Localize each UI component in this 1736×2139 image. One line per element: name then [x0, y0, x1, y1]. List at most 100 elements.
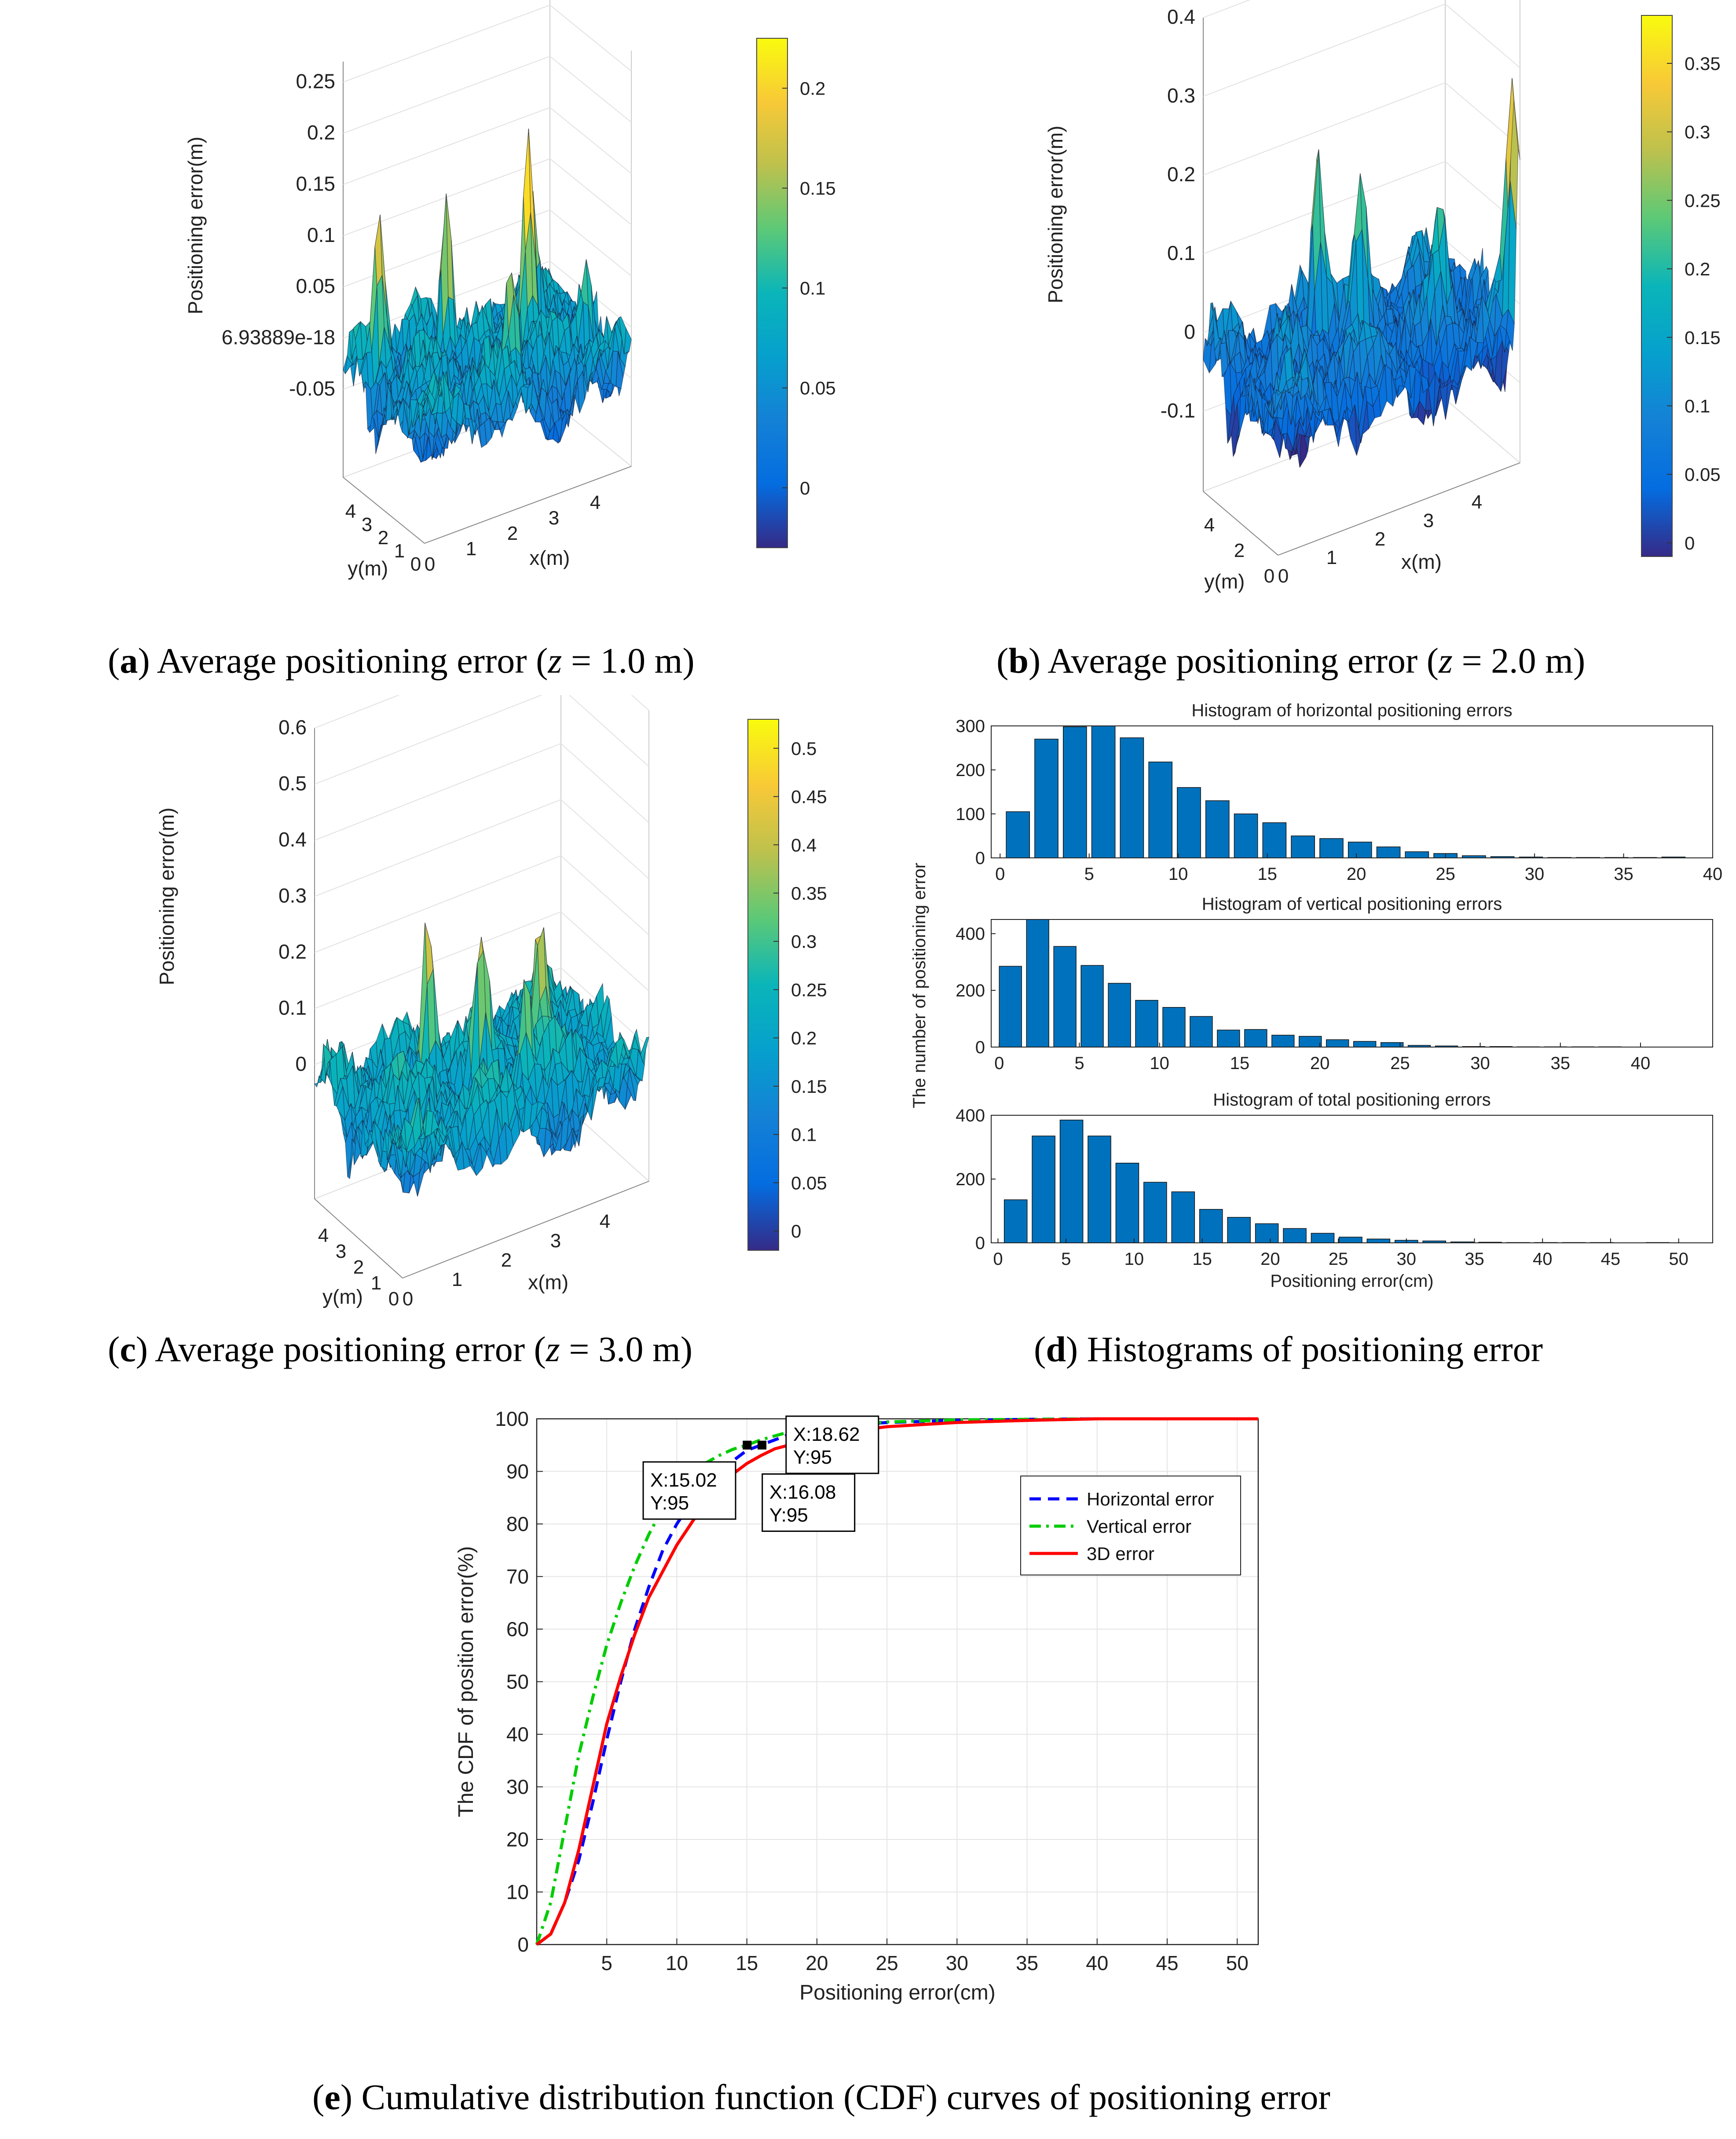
y-tick-label: 2 [353, 1256, 364, 1278]
colorbar [756, 38, 788, 548]
colorbar-tick-label: 0.35 [791, 883, 827, 904]
histogram-bar [1291, 835, 1315, 858]
histogram-bar [1006, 811, 1030, 858]
histogram-bar [1177, 787, 1201, 858]
x-tick-label: 0 [995, 864, 1005, 884]
z-grid-line [314, 855, 649, 953]
histogram-chart-d: Histogram of horizontal positioning erro… [910, 701, 1722, 1291]
subplot-box [991, 725, 1713, 858]
x-tick-label: 2 [501, 1249, 512, 1271]
z-grid-line [343, 158, 632, 236]
x-tick-label: 20 [1347, 864, 1366, 884]
subplot-title: Histogram of horizontal positioning erro… [1191, 701, 1512, 720]
z-tick-label: 0.05 [296, 275, 335, 297]
colorbar-tick-label: 0.05 [800, 378, 836, 399]
x-tick-label: 0 [1278, 565, 1289, 587]
z-tick-label: 0.25 [296, 70, 335, 93]
colorbar-tick-label: 0.1 [791, 1124, 817, 1145]
histogram-bar [1120, 737, 1144, 858]
y-axis-line [314, 1198, 403, 1278]
y-tick-label: 4 [1204, 514, 1215, 536]
y-tick-label: 3 [336, 1241, 346, 1262]
histogram-bar [1319, 838, 1344, 858]
z-grid-line [314, 743, 649, 841]
colorbar-tick-label: 0.05 [1685, 464, 1721, 485]
z-tick-label: 0.1 [307, 223, 335, 246]
y-axis-label: y(m) [348, 557, 388, 580]
x-tick-label: 1 [466, 538, 476, 560]
z-grid-line [314, 695, 649, 729]
x-axis-line [402, 1181, 649, 1278]
colorbar-tick-label: 0 [800, 478, 810, 498]
x-tick-label: 2 [1375, 528, 1385, 550]
surface-patch [623, 327, 632, 355]
axes-box: -0.056.93889e-180.050.10.150.20.25012340… [184, 0, 632, 580]
histogram-subplot: Histogram of horizontal positioning erro… [956, 701, 1722, 884]
z-tick-label: 0.2 [1167, 163, 1195, 186]
x-axis-line [424, 466, 632, 544]
z-tick-label: 6.93889e-18 [222, 326, 335, 349]
colorbar-tick-label: 0.15 [1685, 327, 1721, 348]
x-tick-label: 15 [1257, 864, 1277, 884]
colorbar-tick-label: 0.25 [791, 979, 827, 1000]
histogram-bar [1148, 762, 1173, 858]
colorbar [747, 719, 779, 1251]
z-grid-line [314, 911, 649, 1009]
z-grid-line [314, 695, 649, 785]
y-tick-label: 0 [410, 553, 421, 575]
y-tick-label: 0 [1264, 565, 1275, 587]
z-grid-line [343, 4, 632, 83]
z-grid-line [314, 799, 649, 897]
histogram-bar [1034, 739, 1058, 858]
z-axis-label: Positioning error(m) [155, 808, 178, 985]
z-tick-label: -0.1 [1161, 399, 1195, 422]
z-grid-line [1203, 82, 1520, 176]
colorbar-tick-label: 0.1 [800, 278, 825, 299]
z-grid-line [343, 107, 632, 185]
x-axis-label: x(m) [1401, 550, 1442, 573]
x-tick-label: 3 [1423, 510, 1434, 531]
y-axis-line [343, 477, 425, 544]
z-tick-label: 0.15 [296, 172, 335, 195]
surface-chart-a: -0.056.93889e-180.050.10.150.20.25012340… [184, 0, 836, 580]
y-tick-label: 2 [378, 527, 388, 549]
z-axis-label: Positioning error(m) [1044, 126, 1067, 304]
y-tick-label: 1 [371, 1272, 381, 1294]
z-grid-line [1203, 161, 1520, 254]
colorbar-tick-label: 0.1 [1685, 396, 1710, 416]
colorbar-tick-label: 0.2 [800, 78, 825, 99]
y-tick-label: 0 [388, 1288, 399, 1310]
x-tick-label: 3 [550, 1230, 561, 1252]
surface-patch [640, 1037, 649, 1063]
x-tick-label: 4 [590, 492, 601, 513]
x-tick-label: 0 [403, 1288, 413, 1310]
y-axis-label: y(m) [1204, 570, 1245, 593]
x-axis-label: x(m) [529, 546, 570, 569]
colorbar-tick-label: 0.25 [1685, 190, 1721, 211]
surface-chart-b: -0.100.10.20.30.401234024x(m)y(m)Positio… [1044, 0, 1721, 593]
y-tick-label: 4 [318, 1225, 329, 1246]
histogram-bar [1063, 726, 1087, 858]
x-tick-label: 10 [1168, 864, 1188, 884]
y-tick-label: 4 [345, 501, 356, 522]
surface-mesh [1203, 78, 1520, 468]
x-tick-label: 25 [1436, 864, 1455, 884]
histogram-bar [1091, 725, 1116, 858]
x-tick-label: 0 [425, 553, 435, 575]
colorbar-tick-label: 0.2 [791, 1028, 817, 1048]
x-tick-label: 30 [1525, 864, 1545, 884]
histogram-bar [1205, 800, 1230, 858]
z-tick-label: 0.1 [278, 996, 307, 1019]
surface-chart-c: 00.10.20.30.40.50.60123401234x(m)y(m)Pos… [155, 695, 827, 1310]
x-tick-label: 4 [600, 1211, 610, 1232]
colorbar-tick-label: 0.2 [1685, 259, 1710, 279]
colorbar-tick-label: 0 [791, 1221, 801, 1242]
y-axis-label: y(m) [322, 1286, 363, 1308]
z-tick-label: 0.4 [278, 828, 307, 851]
y-tick-label: 3 [362, 514, 372, 535]
z-tick-label: 0.4 [1167, 5, 1195, 28]
z-tick-label: 0.3 [278, 884, 307, 907]
z-grid-line [1203, 3, 1520, 97]
y-tick-label: 2 [1234, 540, 1245, 561]
z-grid-line [1203, 0, 1251, 18]
